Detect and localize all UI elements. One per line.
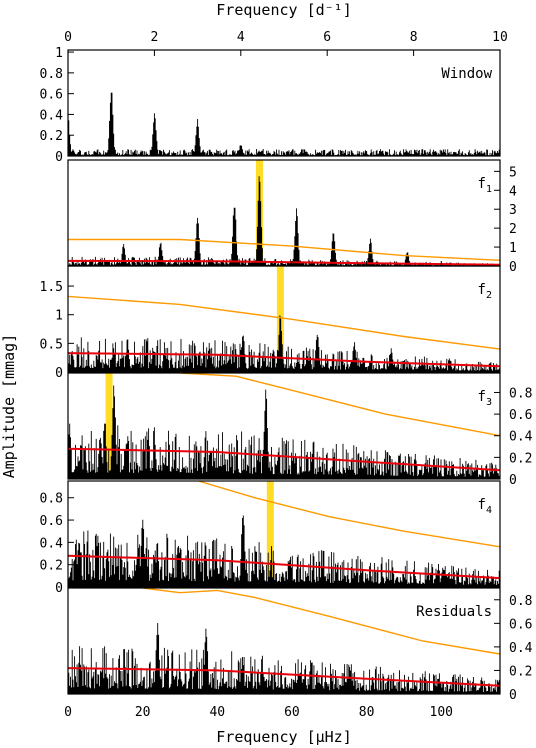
panel-frame-2: [67, 159, 501, 267]
spectrum-4: [67, 385, 501, 479]
ytick-label-3-0: 0: [55, 366, 63, 381]
panel-frame-6: [67, 587, 501, 695]
noise-line-3: [67, 352, 500, 368]
panel-label-2: f1: [478, 176, 492, 195]
bottom-tick-label-2: 40: [209, 705, 225, 720]
ytick-label-1-0: 0: [55, 150, 63, 165]
spectrum-5: [67, 515, 501, 587]
panel-label-1: Window: [441, 66, 492, 82]
ytick-label-1-2: 0.4: [40, 108, 64, 123]
top-tick-label-3: 6: [323, 30, 331, 45]
threshold-line-4: [179, 372, 501, 437]
ytick-label-1-4: 0.8: [40, 67, 63, 82]
top-tick-label-1: 2: [150, 30, 158, 45]
ytick-label-3-1: 0.5: [40, 337, 63, 352]
panel-3: 0 0.5 1 1.5 f2: [40, 265, 501, 381]
panel-5: 0 0.2 0.4 0.6 0.8 f4: [40, 480, 501, 596]
ytick-label-6-2: 0.4: [509, 641, 533, 656]
ytick-label-2-0: 0: [509, 260, 517, 275]
ytick-label-4-0: 0: [509, 473, 517, 488]
ytick-label-2-2: 2: [509, 222, 517, 237]
panel-label-6: Residuals: [416, 604, 492, 620]
threshold-line-5: [198, 480, 501, 548]
top-tick-label-5: 10: [492, 30, 508, 45]
ytick-label-5-3: 0.6: [40, 514, 63, 529]
bottom-axis-title: Frequency [μHz]: [216, 728, 351, 746]
panel-4: 0 0.2 0.4 0.6 0.8 f3: [67, 372, 533, 488]
ytick-label-2-1: 1: [509, 241, 517, 256]
panel-label-5: f4: [478, 497, 492, 516]
ytick-label-5-0: 0: [55, 581, 63, 596]
bottom-tick-label-0: 0: [64, 705, 72, 720]
panel-frame-5: [67, 480, 501, 588]
ytick-label-6-0: 0: [509, 688, 517, 703]
spectrum-1: [67, 92, 501, 156]
ytick-label-4-1: 0.2: [509, 451, 532, 466]
spectrum-2: [67, 176, 501, 266]
top-tick-label-0: 0: [64, 30, 72, 45]
ytick-label-4-4: 0.8: [509, 386, 532, 401]
panel-1: 0 0.2 0.4 0.6 0.8 1 Window: [40, 46, 501, 165]
bottom-tick-label-3: 60: [284, 705, 300, 720]
bottom-tick-label-4: 80: [359, 705, 375, 720]
panel-frame-4: [67, 372, 501, 480]
ytick-label-2-4: 4: [509, 184, 517, 199]
bottom-tick-label-5: 100: [430, 705, 453, 720]
ytick-label-5-2: 0.4: [40, 536, 64, 551]
ytick-label-1-3: 0.6: [40, 88, 63, 103]
ytick-label-5-4: 0.8: [40, 492, 63, 507]
threshold-line-3: [67, 295, 500, 350]
top-tick-label-2: 4: [237, 30, 245, 45]
threshold-line-2: [68, 238, 500, 261]
ytick-label-6-3: 0.6: [509, 617, 532, 632]
ytick-label-5-1: 0.2: [40, 559, 63, 574]
ytick-label-3-3: 1.5: [40, 280, 63, 295]
ytick-label-4-2: 0.4: [509, 430, 533, 445]
y-axis-title: Amplitude [mmag]: [0, 334, 18, 479]
threshold-line-6: [142, 587, 501, 655]
ytick-label-1-1: 0.2: [40, 129, 63, 144]
ytick-label-4-3: 0.6: [509, 408, 532, 423]
panel-frame-3: [67, 265, 501, 373]
ytick-label-2-3: 3: [509, 203, 517, 218]
top-tick-label-4: 8: [410, 30, 418, 45]
ytick-label-3-2: 1: [55, 309, 63, 324]
panel-frame-1: [67, 49, 501, 157]
panel-2: 0 1 2 3 4 5 f1: [67, 159, 517, 275]
highlight-band-4: [105, 373, 113, 479]
noise-line-5: [67, 554, 500, 580]
noise-line-4: [67, 447, 500, 472]
panel-6: 0 0.2 0.4 0.6 0.8 Residuals: [67, 587, 533, 703]
bottom-tick-label-1: 20: [135, 705, 151, 720]
panel-label-4: f3: [478, 389, 492, 408]
noise-line-6: [67, 667, 500, 687]
ytick-label-1-5: 1: [55, 46, 63, 61]
highlight-band-5: [266, 481, 274, 587]
panel-label-3: f2: [478, 282, 492, 301]
ytick-label-6-1: 0.2: [509, 664, 532, 679]
top-axis-title: Frequency [d⁻¹]: [216, 1, 351, 19]
ytick-label-2-5: 5: [509, 165, 517, 180]
ytick-label-6-4: 0.8: [509, 594, 532, 609]
